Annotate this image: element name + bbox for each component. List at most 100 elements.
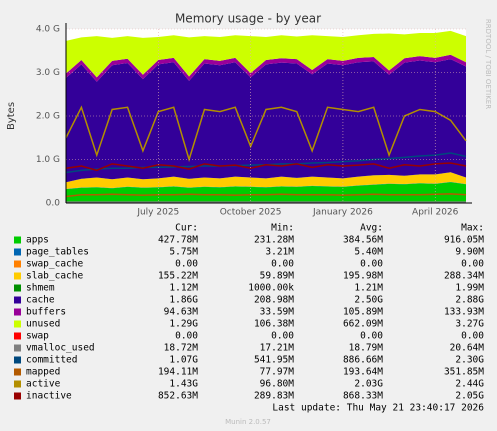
x-tick-label: October 2025 xyxy=(220,208,282,218)
area xyxy=(66,172,466,189)
chart-title: Memory usage - by year xyxy=(175,12,321,26)
legend-value: 384.56M xyxy=(343,235,383,246)
legend-column-header: Min: xyxy=(271,223,294,234)
legend-value: 662.09M xyxy=(343,319,383,330)
legend-value: 0.00 xyxy=(461,259,484,270)
legend-label: page_tables xyxy=(26,247,89,258)
legend-value: 5.75M xyxy=(169,247,198,258)
legend-value: 59.89M xyxy=(260,271,295,282)
legend-value: 1.12M xyxy=(169,283,198,294)
legend-label: shmem xyxy=(26,283,55,294)
y-tick-label: 3.0 G xyxy=(36,68,60,78)
legend-value: 1.29G xyxy=(169,319,198,330)
legend-swatch xyxy=(14,332,21,340)
legend-swatch xyxy=(14,260,21,268)
legend-value: 1.86G xyxy=(169,295,198,306)
legend-value: 0.00 xyxy=(271,331,294,342)
legend-value: 1.21M xyxy=(354,283,383,294)
legend-swatch xyxy=(14,356,21,364)
legend-swatch xyxy=(14,248,21,256)
legend-value: 96.80M xyxy=(260,379,295,390)
legend-value: 351.85M xyxy=(444,367,484,378)
legend-label: cache xyxy=(26,295,55,306)
line xyxy=(65,105,467,163)
y-tick-label: 0.0 xyxy=(46,199,61,209)
legend-value: 1.43G xyxy=(169,379,198,390)
legend-value: 9.90M xyxy=(455,247,484,258)
legend-value: 155.22M xyxy=(158,271,198,282)
y-tick-label: 4.0 G xyxy=(36,25,60,35)
y-tick-label: 1.0 G xyxy=(36,155,60,165)
legend-label: mapped xyxy=(26,367,60,378)
legend-value: 133.93M xyxy=(444,307,484,318)
legend-value: 2.30G xyxy=(455,355,484,366)
legend-label: apps xyxy=(26,235,49,246)
legend-swatch xyxy=(14,284,21,292)
legend-value: 106.38M xyxy=(254,319,294,330)
legend-value: 427.78M xyxy=(158,235,198,246)
legend-value: 289.83M xyxy=(254,391,294,402)
last-update: Last update: Thu May 21 23:40:17 2026 xyxy=(272,403,484,414)
legend-value: 541.95M xyxy=(254,355,294,366)
x-tick-label: April 2026 xyxy=(412,208,459,218)
legend-swatch xyxy=(14,344,21,352)
legend-label: slab_cache xyxy=(26,271,83,282)
legend-value: 18.72M xyxy=(164,343,199,354)
area xyxy=(66,30,466,78)
legend-value: 208.98M xyxy=(254,295,294,306)
legend-value: 852.63M xyxy=(158,391,198,402)
legend-value: 3.21M xyxy=(265,247,294,258)
legend-label: inactive xyxy=(26,391,72,402)
legend-value: 886.66M xyxy=(343,355,383,366)
legend-swatch xyxy=(14,296,21,304)
legend-value: 17.21M xyxy=(260,343,295,354)
legend-value: 77.97M xyxy=(260,367,295,378)
x-tick-label: January 2026 xyxy=(312,208,373,218)
x-tick-label: July 2025 xyxy=(136,208,179,218)
legend-column-header: Avg: xyxy=(360,223,383,234)
legend-value: 33.59M xyxy=(260,307,295,318)
legend-value: 2.50G xyxy=(354,295,383,306)
legend-value: 1000.00k xyxy=(248,283,294,294)
y-tick-label: 2.0 G xyxy=(36,112,60,122)
legend-value: 0.00 xyxy=(175,259,198,270)
legend-value: 105.89M xyxy=(343,307,383,318)
legend-value: 2.44G xyxy=(455,379,484,390)
y-axis-label: Bytes xyxy=(6,102,17,130)
legend-value: 0.00 xyxy=(360,259,383,270)
legend-value: 0.00 xyxy=(271,259,294,270)
legend-value: 231.28M xyxy=(254,235,294,246)
legend-value: 1.07G xyxy=(169,355,198,366)
legend-value: 18.79M xyxy=(349,343,384,354)
legend-label: swap xyxy=(26,331,49,342)
legend-value: 0.00 xyxy=(175,331,198,342)
watermark: RRDTOOL / TOBI OETIKER xyxy=(484,19,492,109)
footer: Munin 2.0.57 xyxy=(225,418,271,426)
legend-label: vmalloc_used xyxy=(26,343,95,354)
line xyxy=(65,193,467,198)
legend-value: 2.88G xyxy=(455,295,484,306)
legend-swatch xyxy=(14,236,21,244)
legend-value: 193.64M xyxy=(343,367,383,378)
legend-swatch xyxy=(14,368,21,376)
legend-swatch xyxy=(14,380,21,388)
area xyxy=(66,182,466,203)
legend-value: 94.63M xyxy=(164,307,199,318)
legend-value: 0.00 xyxy=(360,331,383,342)
area xyxy=(66,54,466,82)
legend-value: 3.27G xyxy=(455,319,484,330)
legend-label: committed xyxy=(26,355,77,366)
legend-column-header: Cur: xyxy=(175,223,198,234)
legend-label: buffers xyxy=(26,307,66,318)
legend-value: 916.05M xyxy=(444,235,484,246)
legend-swatch xyxy=(14,308,21,316)
legend-value: 2.03G xyxy=(354,379,383,390)
legend-swatch xyxy=(14,320,21,328)
legend-value: 194.11M xyxy=(158,367,198,378)
legend-swatch xyxy=(14,392,21,400)
legend-column-header: Max: xyxy=(461,223,484,234)
line xyxy=(65,162,467,172)
legend-swatch xyxy=(14,272,21,280)
legend-value: 20.64M xyxy=(450,343,485,354)
